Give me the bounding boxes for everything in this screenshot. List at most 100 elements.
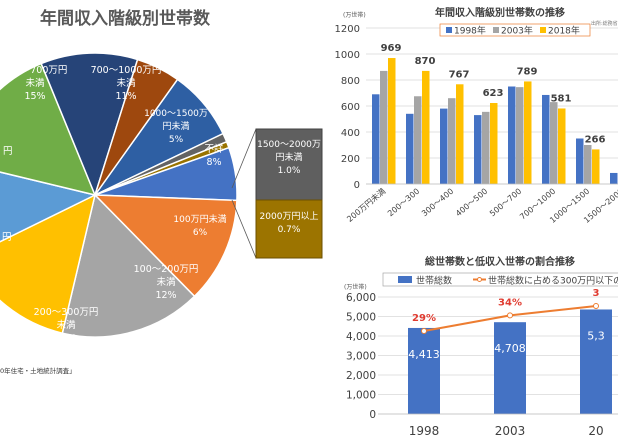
y-tick-label: 6,000 [346,292,376,304]
slice-label: 200〜300万円未満 16% [34,307,99,344]
slice-label: 100万円未満 6% [173,213,226,238]
slice-label: 700〜1000万円未満 11% [91,65,162,102]
legend-swatch [540,27,546,33]
y-tick-label: 3,000 [346,351,376,363]
legend-marker [477,277,482,282]
bar [414,96,422,184]
bar [474,115,482,184]
bar [516,87,524,184]
bar [408,327,440,414]
y-tick-label: 200 [341,154,360,165]
data-label: 767 [449,69,470,80]
pie-slice [40,52,139,198]
y-tick-label: 1,000 [346,390,376,402]
bar [558,108,566,184]
connector-line [231,199,257,259]
pie-source-note: 0年住宅・土地統計調査」 [0,366,76,375]
pie-slice [93,194,238,298]
x-tick-label: 200〜300 [386,187,421,219]
x-tick-label: 200万円未満 [345,186,388,224]
connector-line [231,128,257,189]
line-marker [593,303,599,309]
data-label: 789 [517,66,538,77]
bar [494,322,526,414]
bar [490,103,498,184]
household-total-chart: 総世帯数と低収入世帯の割合推移 (万世帯) 世帯総数 世帯総数に占める300万円以下の… [344,255,618,438]
bar [576,138,584,184]
pie-labels: 500〜700万円未満 15% 700〜1000万円未満 11% 1000〜1500万円… [2,65,227,344]
box-label: 1500〜2000万円未満 1.0% [257,140,321,176]
y-tick-label: 2,000 [346,370,376,382]
box-labels: 1500〜2000万円未満 1.0% 2000万円以上 0.7% [257,140,321,235]
legend-label: 2018年 [548,25,580,37]
data-label: 623 [483,88,504,99]
y-tick-label: 0 [369,409,376,421]
bar [380,70,388,184]
bar [372,94,380,184]
y-tick-label: 400 [341,128,360,139]
bar [584,145,592,184]
slice-label: 不詳 8% [204,143,224,168]
bar [456,84,464,184]
x-tick-label: 400〜500 [454,187,489,219]
source-note: 出所:総務省 [591,20,618,27]
legend-swatch [398,276,412,283]
y-unit-label: (万世帯) [343,11,366,19]
box-label: 2000万円以上 0.7% [260,211,319,235]
box-1500-2000 [255,128,323,201]
legend-label: 世帯総数に占める300万円以下の [488,275,618,287]
pie-slice [0,193,97,335]
x-tick-label: 20 [588,424,603,438]
bar [482,111,490,184]
pie-slice [61,193,196,338]
data-label: 266 [585,134,606,145]
legend-label: 1998年 [454,25,486,37]
bar [542,94,550,184]
bar [448,98,456,184]
pie-chart: 年間収入階級別世帯数 500〜700万円未満 15% 700〜1000万円未満 11%… [0,8,323,375]
slice-label: 100〜200万円未満 12% [134,264,199,301]
line-marker [421,328,427,334]
bar [388,58,396,184]
bar [524,81,532,184]
bar-value-label: 5,3 [587,329,605,342]
y-tick-label: 5,000 [346,312,376,324]
bar [610,172,618,184]
data-label: 870 [415,56,436,67]
legend-swatch [446,27,452,33]
bar [422,70,430,184]
bar1-title: 年間収入階級別世帯数の推移 [435,6,565,19]
slice-label: 円 [3,146,13,157]
y-tick-label: 1200 [335,24,360,35]
line-value-label: 3 [593,288,600,299]
slice-label: 500〜700万円未満 15% [3,65,68,102]
y-tick-label: 1000 [335,50,360,61]
pie-slice [0,62,97,197]
y-tick-label: 0 [354,180,360,191]
pie-slice [94,58,179,196]
legend-swatch [493,27,499,33]
bar [550,102,558,184]
bar [508,86,516,184]
pie-slices [0,52,238,338]
bar [580,309,612,414]
data-label: 969 [381,43,402,54]
data-label: 581 [551,93,572,104]
y-tick-label: 600 [341,102,360,113]
legend-label: 2003年 [501,25,533,37]
legend-box [382,272,618,287]
slice-label: 1000〜1500万円未満 5% [144,109,208,145]
bar-value-label: 4,413 [408,348,440,361]
x-tick-label: 2003 [495,424,526,438]
pie-title: 年間収入階級別世帯数 [40,8,211,29]
x-tick-label: 300〜400 [420,187,455,219]
line-value-label: 34% [498,297,522,308]
bar [406,113,414,184]
x-tick-label: 1998 [409,424,440,438]
line-value-label: 29% [412,313,436,324]
bar-value-label: 4,708 [494,342,526,355]
y-tick-label: 800 [341,76,360,87]
y-unit-label: (万世帯) [344,283,367,291]
